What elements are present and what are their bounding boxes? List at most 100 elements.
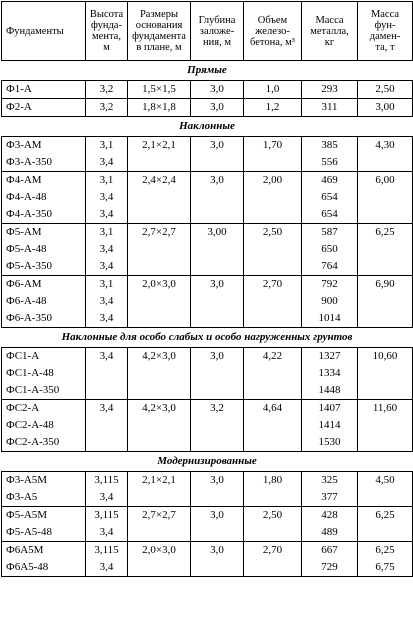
foundation-name: ФС1-А xyxy=(1,347,86,365)
table-row: Ф3-А5 3,4 377 xyxy=(1,489,413,507)
table-row: Ф6-А-48 3,4 900 xyxy=(1,293,413,310)
metal-mass-cell: 587 xyxy=(301,223,358,241)
foundation-name: Ф6А5М xyxy=(1,541,86,559)
header-height: Высота фунда- мента, м xyxy=(85,1,128,61)
foundation-mass-cell xyxy=(357,382,413,400)
metal-mass-cell: 1530 xyxy=(301,434,358,452)
foundation-mass-cell: 6,25 xyxy=(357,506,413,524)
metal-mass-cell: 385 xyxy=(301,136,358,154)
metal-mass-cell: 900 xyxy=(301,293,358,310)
concrete-volume-cell xyxy=(243,293,302,310)
base-size-cell: 2,7×2,7 xyxy=(127,506,191,524)
foundation-mass-cell: 3,00 xyxy=(357,98,413,117)
foundation-name: ФС1-А-48 xyxy=(1,365,86,382)
base-size-cell xyxy=(127,382,191,400)
concrete-volume-cell: 1,80 xyxy=(243,471,302,489)
depth-cell: 3,0 xyxy=(190,541,244,559)
concrete-volume-cell xyxy=(243,365,302,382)
table-row: Ф1-А 3,2 1,5×1,5 3,0 1,0 293 2,50 xyxy=(1,80,413,99)
header-base-size: Размеры основания фундамента в плане, м xyxy=(127,1,191,61)
height-cell xyxy=(85,417,128,434)
height-cell: 3,4 xyxy=(85,524,128,542)
section-row: Модернизированные xyxy=(1,451,413,472)
height-cell: 3,1 xyxy=(85,275,128,293)
foundation-mass-cell xyxy=(357,365,413,382)
metal-mass-cell: 1407 xyxy=(301,399,358,417)
height-cell: 3,4 xyxy=(85,399,128,417)
foundation-mass-cell: 6,25 xyxy=(357,223,413,241)
metal-mass-cell: 556 xyxy=(301,154,358,172)
header-foundations: Фундаменты xyxy=(1,1,86,61)
header-metal-mass: Масса металла, кг xyxy=(301,1,358,61)
section-row: Наклонные для особо слабых и особо нагру… xyxy=(1,327,413,348)
base-size-cell: 2,0×3,0 xyxy=(127,275,191,293)
base-size-cell xyxy=(127,206,191,224)
table-row: Ф3-АМ 3,1 2,1×2,1 3,0 1,70 385 4,30 xyxy=(1,136,413,154)
depth-cell: 3,0 xyxy=(190,80,244,99)
header-row: Фундаменты Высота фунда- мента, м Размер… xyxy=(1,1,413,61)
metal-mass-cell: 650 xyxy=(301,241,358,258)
concrete-volume-cell xyxy=(243,559,302,577)
metal-mass-cell: 764 xyxy=(301,258,358,276)
concrete-volume-cell: 4,22 xyxy=(243,347,302,365)
concrete-volume-cell: 2,70 xyxy=(243,275,302,293)
metal-mass-cell: 1414 xyxy=(301,417,358,434)
base-size-cell xyxy=(127,310,191,328)
depth-cell xyxy=(190,382,244,400)
table-row: ФС1-А 3,4 4,2×3,0 3,0 4,22 1327 10,60 xyxy=(1,347,413,365)
depth-cell xyxy=(190,434,244,452)
table-row: ФС2-А 3,4 4,2×3,0 3,2 4,64 1407 11,60 xyxy=(1,399,413,417)
height-cell: 3,4 xyxy=(85,206,128,224)
base-size-cell: 2,0×3,0 xyxy=(127,541,191,559)
metal-mass-cell: 654 xyxy=(301,189,358,206)
base-size-cell: 2,7×2,7 xyxy=(127,223,191,241)
foundation-name: Ф3-А5 xyxy=(1,489,86,507)
concrete-volume-cell: 1,0 xyxy=(243,80,302,99)
height-cell: 3,4 xyxy=(85,154,128,172)
table-row: Ф3-А5М 3,115 2,1×2,1 3,0 1,80 325 4,50 xyxy=(1,471,413,489)
depth-cell xyxy=(190,293,244,310)
foundation-mass-cell xyxy=(357,434,413,452)
foundation-name: ФС2-А-350 xyxy=(1,434,86,452)
depth-cell xyxy=(190,417,244,434)
table-row: Ф5-А5-48 3,4 489 xyxy=(1,524,413,542)
table-row: Ф4-АМ 3,1 2,4×2,4 3,0 2,00 469 6,00 xyxy=(1,171,413,189)
metal-mass-cell: 325 xyxy=(301,471,358,489)
foundation-mass-cell: 4,30 xyxy=(357,136,413,154)
metal-mass-cell: 792 xyxy=(301,275,358,293)
depth-cell: 3,2 xyxy=(190,399,244,417)
base-size-cell xyxy=(127,293,191,310)
foundation-name: Ф6-А-350 xyxy=(1,310,86,328)
foundation-name: Ф2-А xyxy=(1,98,86,117)
table-row: Ф5-АМ 3,1 2,7×2,7 3,00 2,50 587 6,25 xyxy=(1,223,413,241)
base-size-cell xyxy=(127,154,191,172)
base-size-cell xyxy=(127,434,191,452)
concrete-volume-cell xyxy=(243,434,302,452)
section-title: Прямые xyxy=(1,60,413,81)
table-row: Ф5-А-350 3,4 764 xyxy=(1,258,413,276)
depth-cell: 3,0 xyxy=(190,171,244,189)
foundation-name: Ф6-АМ xyxy=(1,275,86,293)
table-row: ФС2-А-48 1414 xyxy=(1,417,413,434)
foundation-mass-cell xyxy=(357,293,413,310)
foundations-table: Фундаменты Высота фунда- мента, м Размер… xyxy=(1,1,413,577)
foundation-name: Ф6-А-48 xyxy=(1,293,86,310)
metal-mass-cell: 667 xyxy=(301,541,358,559)
metal-mass-cell: 469 xyxy=(301,171,358,189)
height-cell xyxy=(85,434,128,452)
table-row: Ф5-А5М 3,115 2,7×2,7 3,0 2,50 428 6,25 xyxy=(1,506,413,524)
foundation-name: Ф3-АМ xyxy=(1,136,86,154)
foundation-mass-cell xyxy=(357,241,413,258)
foundation-mass-cell: 6,25 xyxy=(357,541,413,559)
base-size-cell xyxy=(127,559,191,577)
concrete-volume-cell: 1,70 xyxy=(243,136,302,154)
depth-cell xyxy=(190,524,244,542)
depth-cell: 3,0 xyxy=(190,136,244,154)
concrete-volume-cell: 2,70 xyxy=(243,541,302,559)
section-row: Наклонные xyxy=(1,116,413,137)
height-cell: 3,4 xyxy=(85,241,128,258)
height-cell: 3,115 xyxy=(85,541,128,559)
concrete-volume-cell xyxy=(243,489,302,507)
depth-cell: 3,0 xyxy=(190,471,244,489)
foundation-mass-cell: 2,50 xyxy=(357,80,413,99)
